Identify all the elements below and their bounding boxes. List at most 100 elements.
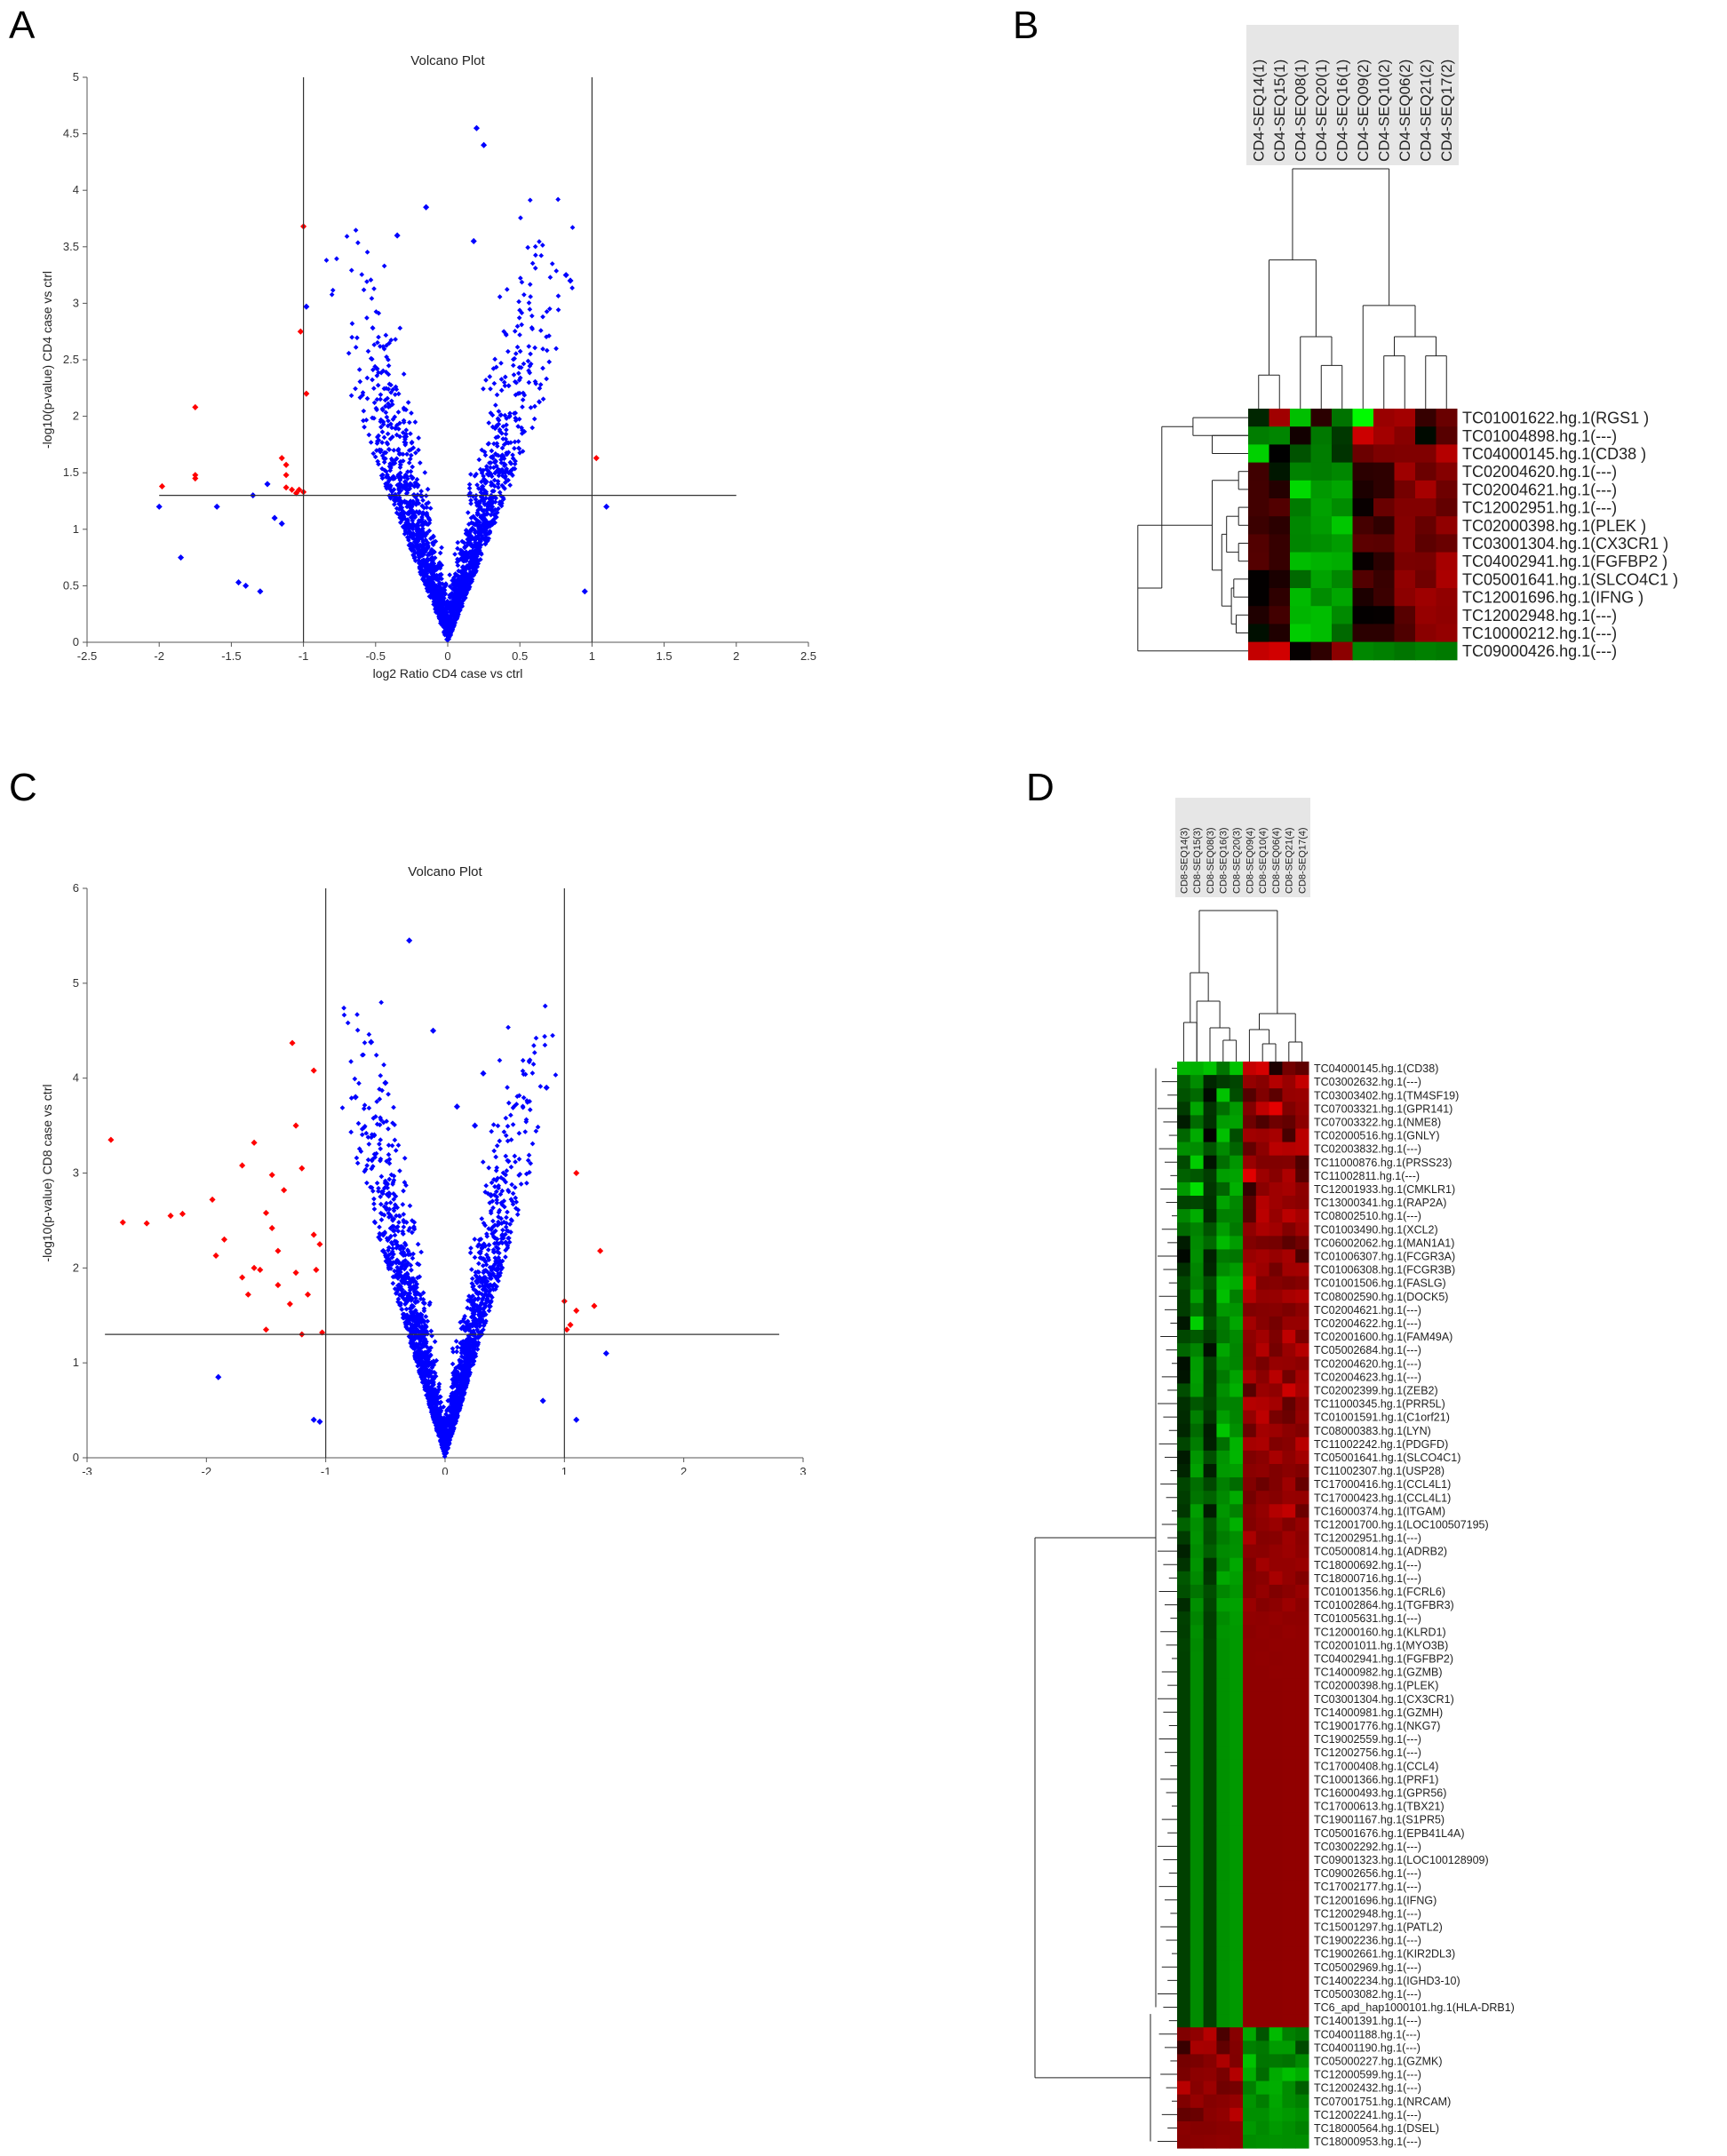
scatter-point [459, 1370, 466, 1376]
scatter-point [370, 1188, 376, 1194]
scatter-point [503, 431, 509, 437]
scatter-point [513, 351, 519, 356]
scatter-point [386, 1245, 392, 1251]
scatter-point [283, 484, 290, 491]
scatter-point [386, 1160, 393, 1166]
heatmap-cell [1255, 1102, 1270, 1116]
scatter-point [397, 470, 403, 476]
scatter-point [512, 461, 518, 467]
scatter-point [441, 1445, 447, 1452]
scatter-point [478, 1317, 484, 1322]
scatter-point [370, 377, 375, 383]
scatter-point [384, 474, 389, 480]
scatter-point [546, 359, 553, 365]
heatmap-cell [1243, 1196, 1257, 1210]
heatmap-cell [1216, 1209, 1230, 1223]
scatter-point [364, 395, 370, 402]
x-tick-label: -1 [298, 649, 309, 663]
heatmap-cell [1190, 1142, 1205, 1157]
heatmap-cell [1436, 624, 1458, 643]
heatmap-cell [1255, 1289, 1270, 1304]
scatter-point [461, 1316, 467, 1322]
heatmap-cell [1177, 1262, 1191, 1277]
heatmap-cell [1177, 1396, 1191, 1412]
scatter-point [477, 1307, 482, 1313]
scatter-point [562, 272, 569, 279]
y-tick-label: 2 [73, 1261, 79, 1274]
heatmap-cell [1332, 552, 1353, 571]
scatter-point [455, 562, 461, 569]
scatter-point [500, 495, 506, 501]
scatter-point [400, 1295, 406, 1301]
heatmap-cell [1415, 498, 1437, 517]
sample-label-background [1246, 25, 1459, 165]
scatter-point [460, 564, 466, 570]
scatter-point [493, 1284, 499, 1289]
scatter-point [468, 1245, 474, 1251]
scatter-point [398, 1269, 403, 1275]
scatter-point [388, 382, 394, 388]
heatmap-cell [1282, 1436, 1296, 1452]
scatter-point [505, 1100, 512, 1106]
heatmap-cell [1203, 1209, 1217, 1223]
heatmap-cell [1203, 1289, 1217, 1304]
heatmap-cell [1190, 1330, 1205, 1344]
scatter-point [491, 380, 497, 386]
scatter-point [464, 528, 469, 534]
heatmap-cell [1216, 1316, 1230, 1331]
scatter-point [107, 1136, 115, 1143]
heatmap-cell [1373, 641, 1395, 661]
heatmap-cell [1190, 1531, 1205, 1546]
scatter-point [509, 1181, 514, 1188]
heatmap-cell [1310, 409, 1333, 427]
heatmap-cell [1177, 1209, 1191, 1223]
scatter-point [388, 337, 394, 343]
heatmap-cell [1436, 534, 1458, 553]
heatmap-cell [1243, 1128, 1257, 1143]
scatter-point [512, 465, 518, 472]
heatmap-cell [1394, 534, 1416, 553]
scatter-point [458, 1319, 464, 1325]
heatmap-cell [1230, 1236, 1244, 1250]
scatter-point [409, 410, 414, 416]
scatter-point [370, 367, 376, 373]
scatter-point [402, 442, 409, 448]
scatter-point [407, 1287, 413, 1293]
heatmap-cell [1310, 534, 1333, 553]
scatter-point [275, 1282, 282, 1289]
scatter-point [497, 428, 503, 434]
heatmap-cell [1203, 1504, 1217, 1518]
scatter-point [418, 460, 423, 465]
heatmap-cell [1190, 1477, 1205, 1492]
scatter-point [465, 510, 471, 515]
x-tick-label: -2 [202, 1465, 212, 1475]
scatter-point [379, 429, 386, 435]
scatter-bulk [323, 196, 576, 643]
scatter-point [424, 510, 430, 516]
scatter-point [555, 196, 561, 203]
heatmap-cell [1436, 606, 1458, 625]
scatter-point [502, 480, 508, 485]
heatmap-cell [1243, 1370, 1257, 1384]
scatter-point [505, 1158, 512, 1165]
heatmap-cell [1255, 1477, 1270, 1492]
heatmap-cell [1295, 1262, 1309, 1277]
heatmap-cell [1290, 498, 1311, 517]
scatter-point [360, 392, 366, 398]
scatter-point [508, 1229, 513, 1235]
heatmap-cell [1255, 1142, 1270, 1157]
scatter-point [418, 1249, 424, 1255]
heatmap-cell [1255, 1302, 1270, 1317]
scatter-point [451, 575, 457, 581]
scatter-point [481, 1256, 487, 1261]
scatter-point [489, 453, 496, 459]
scatter-point [573, 1416, 580, 1423]
heatmap-cell [1203, 1477, 1217, 1492]
scatter-point [408, 447, 414, 452]
scatter-point [466, 1350, 471, 1356]
heatmap-cell [1177, 1477, 1191, 1492]
scatter-point [401, 418, 407, 424]
heatmap-cell [1243, 1436, 1257, 1452]
scatter-point [483, 378, 489, 383]
scatter-point [438, 1394, 443, 1400]
